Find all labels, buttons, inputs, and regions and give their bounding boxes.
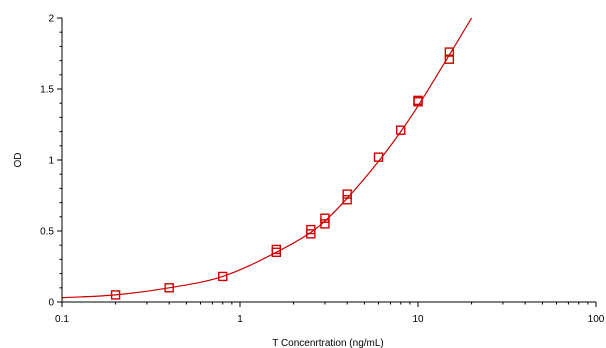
axes: 0 0.5 1 1.5 2 0.1 1 10 100 <box>40 14 605 326</box>
y-tick-label: 0.5 <box>40 227 54 238</box>
x-tick-label: 0.1 <box>55 314 69 325</box>
data-point-marker <box>342 195 352 205</box>
data-point-marker <box>373 152 384 162</box>
x-tick-label: 100 <box>588 314 605 325</box>
y-tick-label: 0 <box>48 298 54 309</box>
data-point-marker <box>306 224 316 235</box>
y-tick-label: 1.5 <box>40 85 54 96</box>
x-tick-label: 10 <box>412 314 424 325</box>
data-point-marker <box>164 283 174 293</box>
data-point-marker <box>413 95 423 106</box>
data-point-marker <box>218 271 228 282</box>
data-point-marker <box>444 54 455 64</box>
y-tick-label: 2 <box>48 14 54 25</box>
data-point-marker <box>271 244 282 255</box>
x-tick-label: 1 <box>237 314 243 325</box>
data-point-marker <box>342 189 352 199</box>
y-tick-label: 1 <box>48 156 54 167</box>
x-axis-label: T Concenrtration (ng/mL) <box>272 338 384 348</box>
data-point-marker <box>110 290 121 300</box>
data-point-marker <box>396 125 406 135</box>
data-point-marker <box>444 47 455 57</box>
data-point-marker <box>320 213 330 223</box>
y-axis-label: OD <box>13 153 24 168</box>
data-point-marker <box>320 219 330 229</box>
